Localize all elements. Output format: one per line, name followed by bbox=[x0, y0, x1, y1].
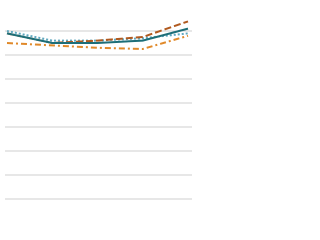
series-line bbox=[6, 34, 189, 51]
chart bbox=[5, 20, 192, 200]
series-line bbox=[6, 27, 189, 44]
